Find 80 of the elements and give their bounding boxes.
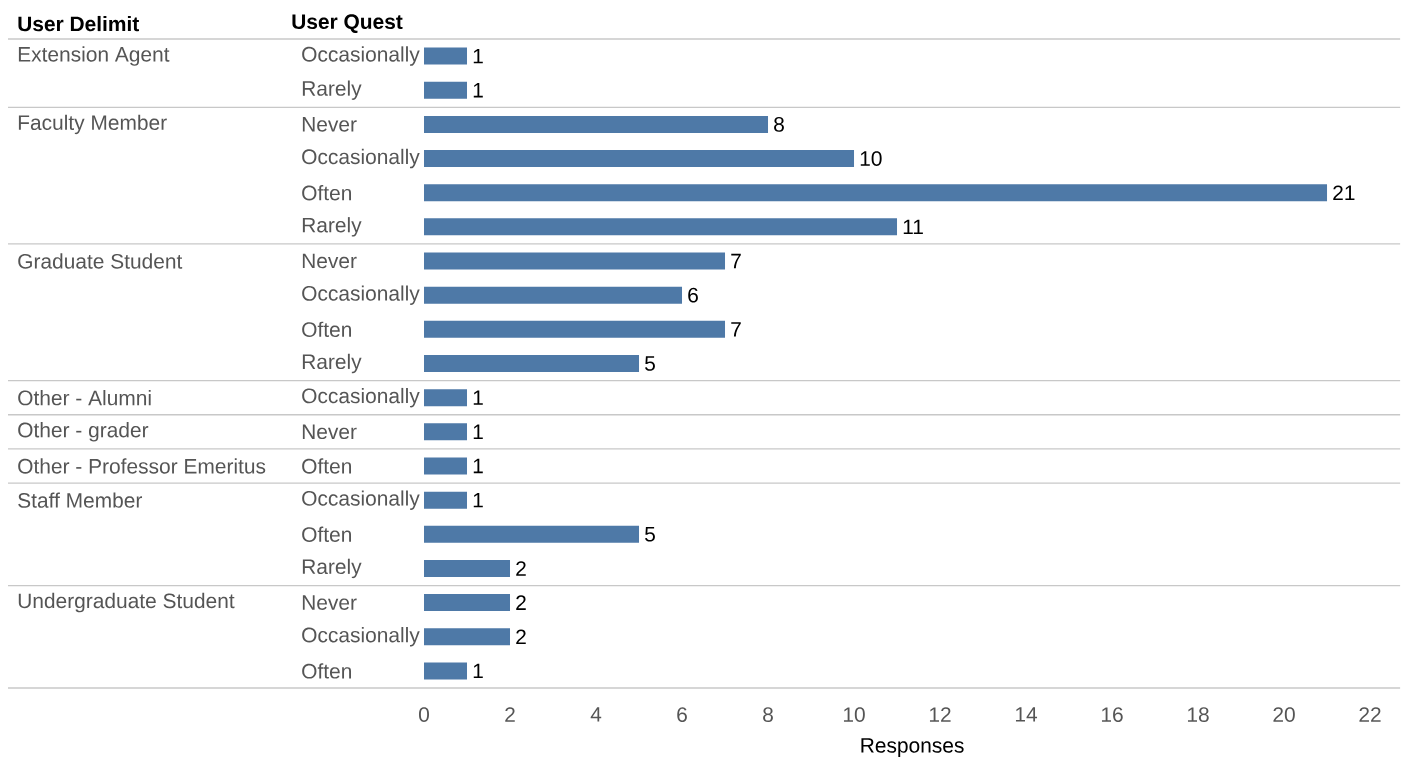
data-label: 1 xyxy=(473,390,483,405)
x-tick-label: 14 xyxy=(1015,707,1038,722)
y-tick-label: Occasionally xyxy=(302,387,420,408)
bar xyxy=(424,355,640,372)
bar xyxy=(424,457,468,475)
y-tick-label: Rarely xyxy=(302,80,362,100)
bar xyxy=(424,320,726,338)
text: User Delimit xyxy=(18,15,139,32)
data-label: 8 xyxy=(774,116,784,132)
y-tick-label: Never xyxy=(302,253,357,269)
x-tick-label: 12 xyxy=(929,707,951,722)
data-label: 5 xyxy=(645,527,655,542)
text: Other - grader xyxy=(18,422,149,442)
bar xyxy=(424,559,511,577)
data-label: 21 xyxy=(1333,185,1355,201)
x-tick-label: 18 xyxy=(1187,707,1209,722)
bar xyxy=(424,81,468,99)
text: Extension Agent xyxy=(18,46,170,66)
bar xyxy=(424,389,468,407)
bar xyxy=(424,491,468,509)
bar xyxy=(424,218,898,236)
text: Other - Alumni xyxy=(18,389,151,406)
y-axis-title: User Quest xyxy=(292,14,403,33)
data-label: 7 xyxy=(731,322,741,337)
data-label: 1 xyxy=(473,663,483,679)
data-label: 2 xyxy=(516,595,526,610)
y-tick-label: Occasionally xyxy=(302,285,420,305)
bar xyxy=(424,525,640,543)
y-tick-label: Rarely xyxy=(302,353,362,374)
y-tick-label: Never xyxy=(302,595,357,610)
data-label: 1 xyxy=(473,492,483,508)
y-tick-label: Never xyxy=(302,424,357,440)
data-label: 1 xyxy=(473,424,483,440)
y-tick-label: Often xyxy=(302,321,351,338)
data-label: 10 xyxy=(860,151,882,166)
data-label: 5 xyxy=(645,356,655,371)
text: Faculty Member xyxy=(18,114,167,135)
data-label: 6 xyxy=(688,287,698,303)
data-label: 1 xyxy=(473,458,483,474)
text: Graduate Student xyxy=(18,253,183,269)
x-tick-label: 0 xyxy=(419,707,429,722)
bar xyxy=(424,47,468,65)
y-tick-label: Often xyxy=(302,185,351,201)
text: Staff Member xyxy=(18,492,143,508)
text: Undergraduate Student xyxy=(18,592,235,613)
data-label: 7 xyxy=(731,253,741,269)
x-tick-label: 22 xyxy=(1359,707,1381,722)
data-label: 11 xyxy=(903,219,923,235)
y-tick-label: Occasionally xyxy=(302,490,420,510)
x-tick-label: 8 xyxy=(763,707,773,722)
bar xyxy=(424,423,468,441)
y-tick-label: Occasionally xyxy=(302,46,420,66)
y-tick-label: Often xyxy=(302,663,351,679)
bar xyxy=(424,628,511,646)
x-tick-label: 20 xyxy=(1273,707,1295,722)
text: Other - Professor Emeritus xyxy=(18,458,266,474)
x-tick-label: 6 xyxy=(677,707,687,722)
x-tick-label: 4 xyxy=(590,707,602,722)
bar xyxy=(424,594,511,612)
y-tick-label: Occasionally xyxy=(302,627,420,647)
x-tick-label: 2 xyxy=(505,707,515,722)
x-tick-label: 10 xyxy=(843,707,865,722)
data-label: 2 xyxy=(516,629,526,645)
y-tick-label: Often xyxy=(302,526,351,542)
y-tick-label: Rarely xyxy=(302,558,362,579)
y-tick-label: Often xyxy=(302,458,351,474)
y-tick-label: Occasionally xyxy=(302,148,420,169)
y-tick-label: Rarely xyxy=(302,217,362,237)
bar xyxy=(424,662,468,680)
y-tick-label: Never xyxy=(302,117,357,132)
bar xyxy=(424,184,1328,202)
x-tick-label: 16 xyxy=(1101,707,1123,722)
bar xyxy=(424,150,855,168)
bar xyxy=(424,252,726,270)
bar xyxy=(424,115,769,133)
data-label: 2 xyxy=(516,561,526,576)
bar xyxy=(424,286,683,304)
data-label: 1 xyxy=(473,83,483,98)
x-axis-title: Responses xyxy=(861,738,964,757)
data-label: 1 xyxy=(473,48,483,64)
